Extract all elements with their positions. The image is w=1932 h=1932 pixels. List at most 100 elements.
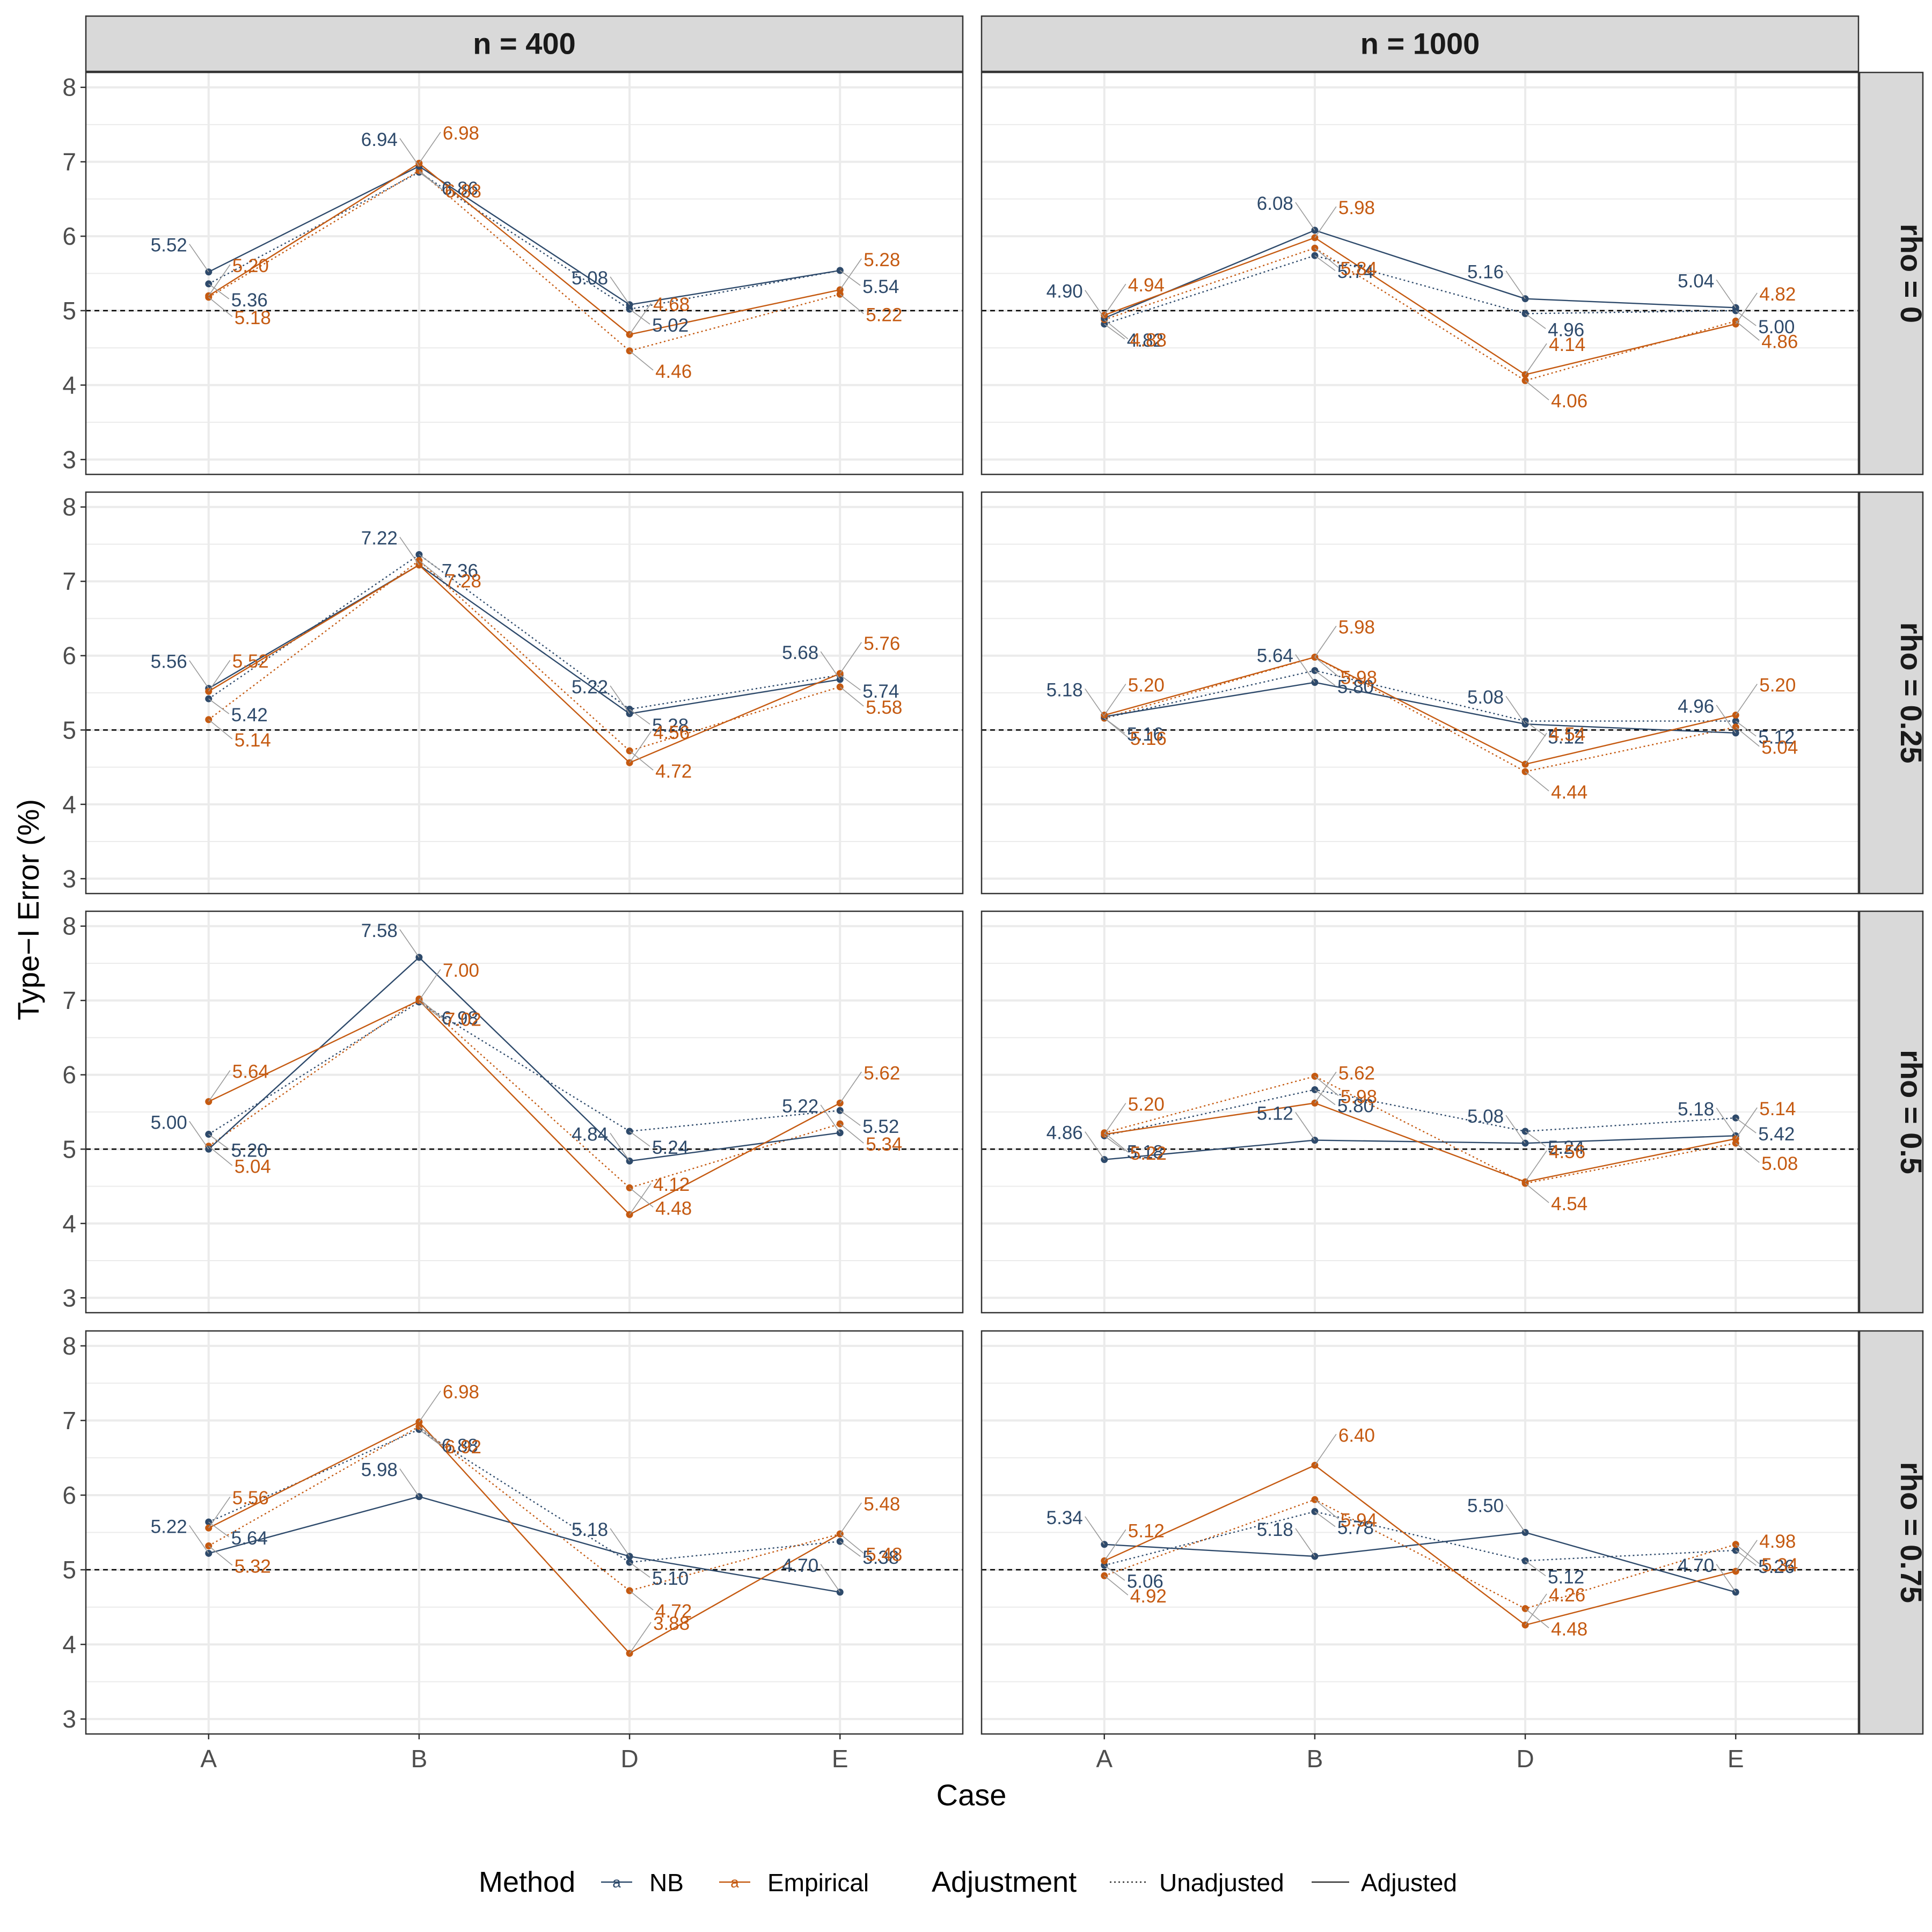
label-leader <box>1735 1143 1760 1163</box>
panel-border <box>85 71 964 475</box>
value-label-emp_adj: 6.40 <box>1338 1425 1375 1446</box>
label-leader <box>839 1541 861 1557</box>
label-leader <box>419 969 441 1001</box>
value-label-emp_unadj: 5.84 <box>1341 258 1377 279</box>
label-leader <box>399 929 420 958</box>
value-label-nb_adj: 5.18 <box>1257 1519 1293 1540</box>
value-label-nb_adj: 4.96 <box>1678 696 1714 717</box>
column-strip-label: n = 400 <box>473 27 575 61</box>
value-label-nb_unadj: 5.42 <box>231 705 268 726</box>
value-label-emp_adj: 5.28 <box>863 250 900 270</box>
label-leader <box>1735 684 1758 716</box>
value-label-nb_adj: 5.56 <box>151 652 187 672</box>
series-line-emp_unadj <box>208 1425 840 1592</box>
label-leader <box>610 685 630 714</box>
value-label-nb_unadj: 5.26 <box>1758 1556 1795 1577</box>
label-leader <box>1314 1089 1336 1106</box>
value-label-nb_adj: 5.34 <box>1046 1507 1083 1528</box>
value-label-nb_adj: 5.16 <box>1467 262 1504 283</box>
label-leader <box>1525 1560 1546 1576</box>
label-leader <box>1735 1550 1757 1566</box>
legend-adjustment-item: Unadjusted <box>1159 1869 1284 1897</box>
value-label-emp_unadj: 4.88 <box>1130 330 1167 350</box>
panels: n = 400 n = 1000 rho = 0 rho = 0.25 rho = 0.… <box>62 15 1928 1773</box>
y-tick-label: 8 <box>62 74 76 101</box>
x-tick-label: B <box>411 1745 428 1773</box>
value-label-emp_unadj: 7.28 <box>445 570 481 591</box>
value-label-emp_adj: 5.76 <box>863 633 900 654</box>
value-label-emp_unadj: 4.72 <box>655 761 692 782</box>
label-leader <box>610 276 630 305</box>
label-leader <box>1314 656 1339 677</box>
y-tick-label: 8 <box>62 493 76 521</box>
legend-adjustment-item: Adjusted <box>1361 1869 1457 1897</box>
value-label-nb_unadj: 5.80 <box>1337 1095 1374 1116</box>
value-label-emp_adj: 4.54 <box>1549 724 1585 745</box>
label-leader <box>1295 1112 1315 1141</box>
label-leader <box>1716 279 1736 308</box>
panel-border <box>980 491 1860 895</box>
label-leader <box>419 554 440 570</box>
value-label-emp_unadj: 5.04 <box>235 1157 271 1177</box>
value-label-nb_adj: 4.86 <box>1046 1123 1083 1144</box>
value-label-nb_unadj: 5.20 <box>231 1140 268 1161</box>
label-leader <box>820 1104 840 1133</box>
value-label-emp_adj: 4.56 <box>653 722 690 743</box>
value-label-emp_unadj: 5.04 <box>1761 737 1798 758</box>
value-label-nb_adj: 5.12 <box>1257 1103 1293 1124</box>
series-line-nb_unadj <box>1104 1511 1736 1566</box>
value-label-nb_unadj: 5.52 <box>862 1116 899 1137</box>
row-strip-label: rho = 0.75 <box>1894 1462 1928 1603</box>
label-leader <box>820 651 840 680</box>
label-leader <box>419 1391 441 1423</box>
y-tick-label: 3 <box>62 1284 76 1312</box>
value-label-emp_adj: 5.62 <box>1338 1063 1375 1084</box>
label-leader <box>419 1426 443 1446</box>
label-leader <box>1525 380 1549 400</box>
label-leader <box>839 1071 862 1103</box>
value-label-nb_adj: 5.08 <box>1467 1106 1504 1127</box>
value-label-emp_unadj: 5.22 <box>1130 1143 1167 1164</box>
value-label-nb_adj: 5.04 <box>1678 270 1714 291</box>
value-label-nb_unadj: 5.12 <box>1548 1567 1584 1587</box>
value-label-nb_unadj: 4.96 <box>1548 319 1584 340</box>
value-label-nb_adj: 7.58 <box>361 920 398 941</box>
label-leader <box>208 719 233 740</box>
value-label-nb_unadj: 5.80 <box>1337 676 1374 697</box>
value-label-emp_unadj: 5.14 <box>235 730 271 751</box>
value-label-emp_adj: 4.94 <box>1128 275 1165 296</box>
label-leader <box>1525 1183 1549 1203</box>
label-leader <box>1314 1433 1337 1466</box>
y-tick-label: 4 <box>62 1210 76 1238</box>
value-label-nb_adj: 5.18 <box>1046 679 1083 700</box>
series-line-emp_adj <box>1104 1102 1736 1183</box>
label-leader <box>1314 1511 1336 1527</box>
label-leader <box>1525 343 1547 375</box>
value-label-emp_unadj: 4.06 <box>1551 391 1587 412</box>
y-tick-label: 3 <box>62 1705 76 1733</box>
y-tick-label: 7 <box>62 986 76 1014</box>
value-label-nb_unadj: 5.38 <box>862 1547 899 1568</box>
value-label-emp_unadj: 7.02 <box>445 1009 481 1030</box>
label-leader <box>1104 1103 1126 1135</box>
label-leader <box>1735 1107 1758 1139</box>
label-leader <box>1735 292 1758 325</box>
label-leader <box>1104 283 1126 316</box>
label-leader <box>1505 1115 1526 1144</box>
series-line-nb_unadj <box>208 1429 840 1563</box>
value-label-nb_unadj: 7.36 <box>442 560 478 581</box>
y-tick-label: 4 <box>62 791 76 818</box>
series-line-nb_adj <box>1104 682 1736 734</box>
value-label-emp_adj: 5.52 <box>232 651 269 672</box>
label-leader <box>1085 290 1105 319</box>
value-label-emp_unadj: 5.22 <box>866 304 902 325</box>
label-leader <box>1525 1593 1547 1626</box>
panel-n1000-row3: 5.06 5.78 5.12 5.26 4.92 5.94 4.48 5.34 5.34 5.18… <box>980 1330 1860 1735</box>
value-label-nb_unadj: 5.24 <box>1548 1137 1584 1158</box>
label-leader <box>629 1622 652 1654</box>
value-label-emp_unadj: 5.48 <box>866 1544 902 1565</box>
label-leader <box>208 660 231 692</box>
value-label-emp_unadj: 5.16 <box>1130 728 1167 749</box>
series-line-emp_unadj <box>1104 1075 1736 1184</box>
label-leader <box>208 1133 230 1150</box>
